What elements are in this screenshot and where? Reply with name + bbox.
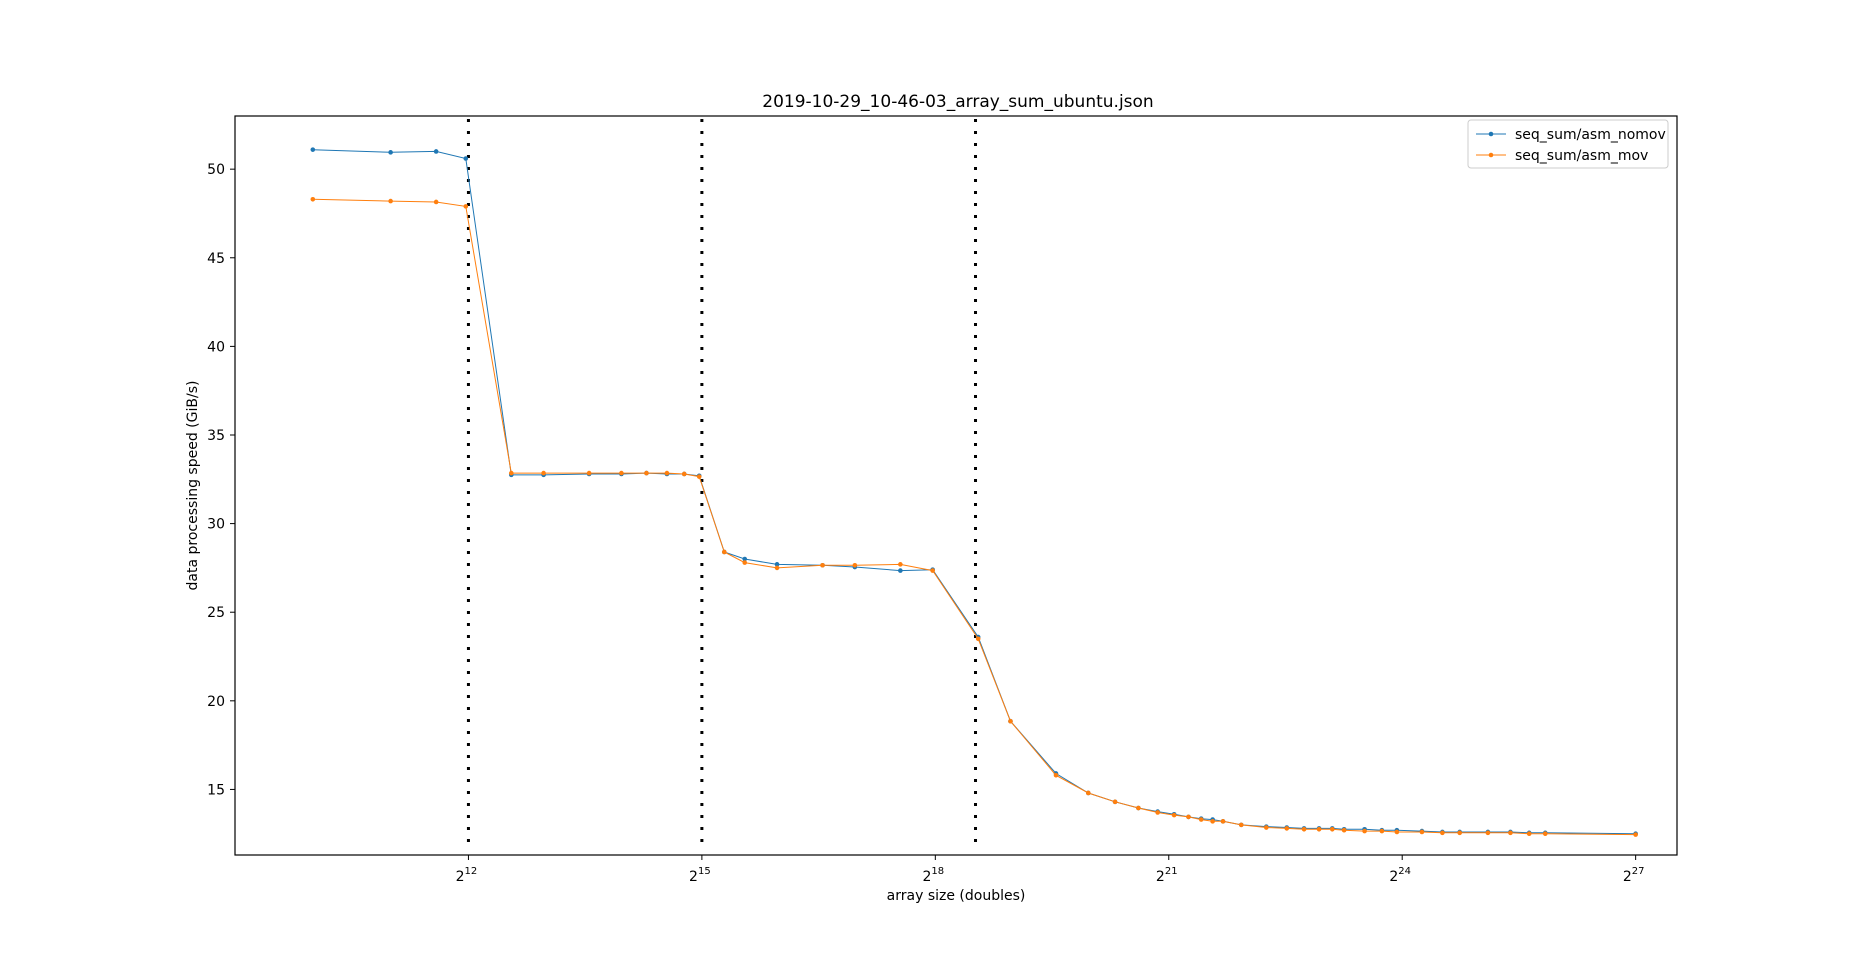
y-axis-title: data processing speed (GiB/s)	[185, 381, 201, 591]
series-2-point	[696, 474, 702, 479]
x-tick-label-3: 218	[922, 866, 944, 885]
series-2-point	[1440, 830, 1445, 836]
series-2-point	[1155, 810, 1160, 815]
series-1-point	[463, 156, 469, 161]
series-2-point	[433, 199, 439, 205]
series-2-point	[1457, 830, 1463, 836]
series-2-point	[898, 562, 903, 567]
y-axis: 15 20 25 30 35 40 45 50	[207, 162, 235, 798]
series-1-point	[742, 556, 748, 562]
series-2-point	[508, 470, 514, 476]
x-axis: 212 215 218 221 224 227	[456, 855, 1645, 885]
series-2-point	[975, 636, 981, 642]
series-2-point	[1394, 829, 1400, 835]
y-tick-label-8: 50	[207, 162, 225, 178]
legend-marker-2	[1488, 152, 1494, 158]
series-2-point	[774, 565, 780, 571]
series-2-point	[541, 470, 546, 476]
series-1-point	[433, 149, 439, 154]
legend-marker-1	[1488, 131, 1494, 137]
x-tick-label-6: 227	[1623, 866, 1645, 885]
legend-label-2: seq_sum/asm_mov	[1515, 148, 1648, 164]
reference-lines	[466, 119, 978, 843]
series-1-point	[388, 150, 393, 155]
series-1-point	[774, 562, 780, 567]
series-2-point	[1526, 831, 1532, 837]
series-2-point	[742, 560, 748, 565]
series-2-point	[1379, 828, 1385, 834]
series-2-point	[1301, 827, 1307, 832]
series-2-point	[1008, 718, 1013, 724]
legend-label-1: seq_sum/asm_nomov	[1515, 127, 1666, 143]
series-2-point	[1316, 827, 1322, 832]
legend-box	[1467, 119, 1669, 169]
x-axis-title: array size (doubles)	[887, 888, 1026, 904]
y-tick-label-2: 20	[207, 694, 225, 710]
series-2-point	[1362, 828, 1367, 834]
series-2-point	[586, 470, 592, 476]
series-2-point	[463, 204, 469, 209]
series-2-point	[1220, 819, 1226, 824]
series-2-point	[1419, 829, 1425, 835]
y-tick-label-1: 15	[207, 782, 225, 798]
series-2-point	[1238, 822, 1244, 828]
series-2-point	[1136, 805, 1141, 811]
series-1-point	[898, 568, 903, 573]
chart-title: 2019-10-29_10-46-03_array_sum_ubuntu.jso…	[762, 92, 1153, 112]
x-tick-label-2: 215	[689, 866, 711, 885]
series-2-point	[1542, 831, 1548, 837]
x-tick-label-5: 224	[1389, 866, 1411, 885]
series-2-point	[1053, 772, 1059, 778]
series-2-point	[644, 470, 649, 476]
series-2-point	[852, 562, 858, 568]
series-group	[310, 147, 1638, 837]
series-2-point	[1085, 790, 1091, 796]
y-tick-label-4: 30	[207, 517, 225, 533]
x-tick-label-4: 221	[1156, 866, 1178, 885]
y-tick-label-7: 45	[207, 251, 225, 267]
y-tick-label-3: 25	[207, 605, 225, 621]
series-2-point	[664, 470, 670, 476]
series-2-point	[619, 470, 624, 476]
series-2-point	[1633, 832, 1638, 837]
series-2-point	[721, 549, 727, 555]
series-2-point	[310, 196, 316, 202]
series-2-point	[681, 471, 687, 477]
series-1-point	[310, 147, 316, 152]
series-2-point	[1264, 825, 1269, 830]
series-2-point	[1112, 799, 1118, 805]
series-2-point	[388, 198, 393, 204]
series-2-point	[1485, 830, 1491, 836]
x-tick-label-1: 212	[456, 866, 478, 885]
series-2-point	[1284, 826, 1290, 831]
series-2-point	[1171, 812, 1177, 818]
series-2	[310, 196, 1638, 837]
series-2-point	[1329, 827, 1335, 832]
series-2-point	[930, 568, 935, 573]
series-2-point	[1210, 819, 1215, 824]
series-2-point	[1341, 827, 1347, 833]
series-2-point	[820, 562, 825, 568]
series-2-point	[1198, 817, 1204, 822]
series-2-point	[1508, 830, 1513, 836]
series-2-point	[1186, 814, 1191, 820]
y-tick-label-5: 35	[207, 428, 225, 444]
legend: seq_sum/asm_nomov seq_sum/asm_mov	[1467, 119, 1669, 169]
plot-area-frame	[234, 115, 1678, 856]
y-tick-label-6: 40	[207, 339, 225, 355]
